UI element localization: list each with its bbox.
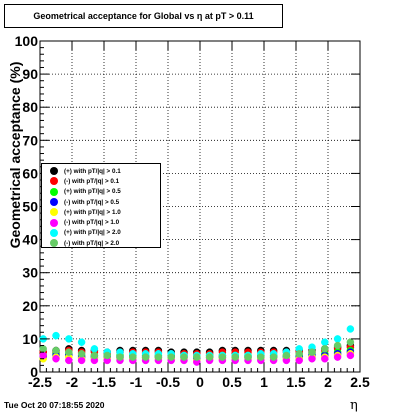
- data-point: [346, 325, 355, 333]
- legend-label: (-) with pT/|q| > 1.0: [64, 219, 120, 227]
- data-point: [257, 353, 265, 361]
- x-tick-label: -1: [130, 374, 143, 390]
- data-point: [321, 355, 329, 363]
- data-point: [52, 331, 60, 340]
- data-point: [52, 355, 60, 363]
- x-tick-label: -0.5: [156, 374, 180, 390]
- legend-marker-icon: [50, 218, 58, 227]
- data-point: [77, 350, 86, 358]
- legend: (+) with pT/|q| > 0.1 (-) with pT/|q| > 0…: [41, 163, 161, 248]
- legend-marker-icon: [50, 177, 58, 186]
- data-point: [346, 338, 355, 346]
- y-tick-label: 80: [22, 99, 38, 115]
- legend-entry: (+) with pT/|q| > 0.1: [42, 166, 160, 176]
- x-tick-label: -2.5: [28, 374, 52, 390]
- legend-entry: (-) with pT/|q| > 0.1: [42, 176, 160, 186]
- data-point: [321, 345, 329, 353]
- data-point: [65, 356, 73, 365]
- y-tick-label: 90: [22, 66, 38, 82]
- y-tick-label: 0: [30, 364, 38, 380]
- datestamp: Tue Oct 20 07:18:55 2020: [4, 400, 105, 410]
- data-point: [193, 353, 201, 361]
- data-point: [346, 351, 355, 360]
- data-point: [333, 335, 342, 343]
- data-point: [116, 353, 124, 361]
- tick-labels: -2.5 -2 -1.5 -1 -0.5 0 0.5 1 1.5 2 2.5 0 10 20 30 40 50 6…: [15, 33, 370, 390]
- data-point: [90, 345, 99, 353]
- legend-label: (+) with pT/|q| > 0.5: [64, 188, 121, 196]
- legend-marker-icon: [50, 167, 58, 176]
- legend-label: (+) with pT/|q| > 1.0: [64, 208, 121, 216]
- data-point: [231, 353, 239, 361]
- data-point: [180, 353, 188, 361]
- legend-label: (+) with pT/|q| > 2.0: [64, 229, 121, 237]
- data-point: [333, 353, 342, 361]
- data-point: [52, 346, 60, 355]
- data-point: [269, 353, 278, 361]
- data-point: [154, 353, 163, 361]
- legend-entry: (-) with pT/|q| > 0.5: [42, 197, 160, 207]
- legend-marker-icon: [50, 208, 58, 217]
- chart-title: Geometrical acceptance for Global vs η a…: [4, 4, 283, 28]
- data-point: [308, 348, 316, 356]
- legend-entry: (-) with pT/|q| > 2.0: [42, 238, 160, 248]
- data-point: [39, 345, 47, 353]
- data-point: [295, 356, 303, 365]
- legend-label: (+) with pT/|q| > 0.1: [64, 167, 121, 175]
- data-point: [141, 353, 150, 361]
- legend-entry: (+) with pT/|q| > 1.0: [42, 207, 160, 217]
- legend-entry: (+) with pT/|q| > 0.5: [42, 187, 160, 197]
- legend-marker-icon: [50, 228, 58, 237]
- data-point: [77, 356, 86, 365]
- y-tick-label: 60: [22, 165, 38, 181]
- y-tick-label: 30: [22, 265, 38, 281]
- y-tick-label: 70: [22, 132, 38, 148]
- legend-label: (-) with pT/|q| > 0.5: [64, 198, 120, 206]
- data-point: [77, 338, 86, 346]
- x-tick-label: -2: [66, 374, 79, 390]
- y-tick-label: 10: [22, 331, 38, 347]
- data-point: [65, 348, 73, 356]
- data-point: [167, 353, 175, 361]
- data-point: [295, 350, 303, 358]
- x-tick-label: 2.5: [350, 374, 370, 390]
- legend-entry: (-) with pT/|q| > 1.0: [42, 217, 160, 227]
- data-points: [39, 325, 355, 366]
- x-tick-label: 1.5: [286, 374, 306, 390]
- data-point: [39, 351, 47, 360]
- data-point: [90, 351, 99, 360]
- data-point: [282, 351, 291, 360]
- y-tick-label: 40: [22, 232, 38, 248]
- data-point: [333, 341, 342, 350]
- x-tick-label: 1: [260, 374, 268, 390]
- legend-marker-icon: [50, 198, 58, 207]
- data-point: [218, 353, 227, 361]
- data-point: [103, 351, 111, 360]
- legend-label: (-) with pT/|q| > 0.1: [64, 177, 120, 185]
- legend-marker-icon: [50, 187, 58, 196]
- y-tick-label: 20: [22, 298, 38, 314]
- x-axis-label: η: [350, 398, 358, 413]
- y-axis-label: Geometrical acceptance (%): [7, 61, 23, 249]
- x-tick-label: 0.5: [222, 374, 242, 390]
- data-point: [244, 353, 252, 361]
- x-tick-label: 0: [196, 374, 204, 390]
- data-point: [205, 353, 214, 361]
- data-point: [321, 338, 329, 346]
- y-tick-label: 100: [15, 33, 39, 49]
- legend-entry: (+) with pT/|q| > 2.0: [42, 228, 160, 238]
- y-tick-label: 50: [22, 199, 38, 215]
- x-tick-label: -1.5: [92, 374, 116, 390]
- data-point: [308, 355, 316, 363]
- series-7: [39, 338, 355, 361]
- data-point: [129, 353, 137, 361]
- legend-marker-icon: [50, 239, 58, 248]
- data-point: [65, 335, 73, 343]
- x-tick-label: 2: [324, 374, 332, 390]
- legend-label: (-) with pT/|q| > 2.0: [64, 239, 120, 247]
